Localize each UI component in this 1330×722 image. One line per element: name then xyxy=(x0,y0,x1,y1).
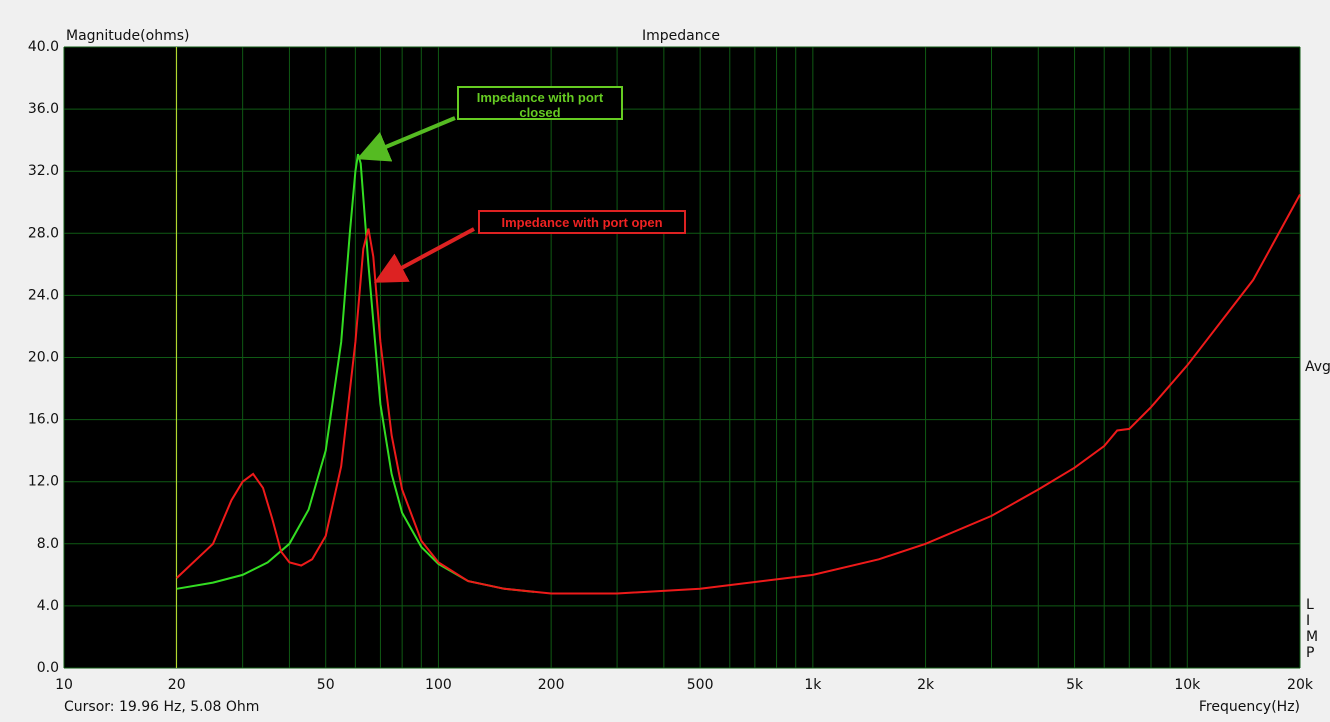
annotation-arrow xyxy=(356,116,456,162)
side-letter: P xyxy=(1306,645,1314,661)
x-tick-label: 5k xyxy=(1066,677,1084,693)
y-axis-label: Magnitude(ohms) xyxy=(66,28,189,44)
x-tick-label: 20k xyxy=(1287,677,1314,693)
chart-title: Impedance xyxy=(642,28,720,44)
x-tick-label: 200 xyxy=(538,677,565,693)
x-tick-label: 100 xyxy=(425,677,452,693)
y-tick-label: 4.0 xyxy=(37,598,59,614)
x-tick-label: 1k xyxy=(804,677,822,693)
annotation: Impedance with port closed xyxy=(457,86,623,120)
side-letter: M xyxy=(1306,629,1318,645)
annotation: Impedance with port open xyxy=(478,210,686,234)
side-letter: L xyxy=(1306,597,1314,613)
y-tick-label: 20.0 xyxy=(28,350,59,366)
x-tick-label: 10k xyxy=(1174,677,1201,693)
x-tick-label: 50 xyxy=(317,677,335,693)
x-axis-label: Frequency(Hz) xyxy=(1199,699,1300,715)
x-tick-label: 500 xyxy=(687,677,714,693)
x-tick-label: 10 xyxy=(55,677,73,693)
y-tick-label: 40.0 xyxy=(28,39,59,55)
y-tick-label: 32.0 xyxy=(28,163,59,179)
series-line xyxy=(176,194,1301,595)
annotation-arrow xyxy=(373,227,475,283)
side-letter: I xyxy=(1306,613,1310,629)
y-tick-label: 36.0 xyxy=(28,101,59,117)
x-tick-label: 20 xyxy=(168,677,186,693)
x-tick-label: 2k xyxy=(917,677,935,693)
y-tick-label: 28.0 xyxy=(28,225,59,241)
y-tick-label: 24.0 xyxy=(28,287,59,303)
cursor-readout: Cursor: 19.96 Hz, 5.08 Ohm xyxy=(64,699,259,715)
y-tick-label: 8.0 xyxy=(37,536,59,552)
y-tick-label: 0.0 xyxy=(37,660,59,676)
y-tick-label: 12.0 xyxy=(28,474,59,490)
y-tick-label: 16.0 xyxy=(28,412,59,428)
side-label: Avg xyxy=(1305,359,1330,375)
